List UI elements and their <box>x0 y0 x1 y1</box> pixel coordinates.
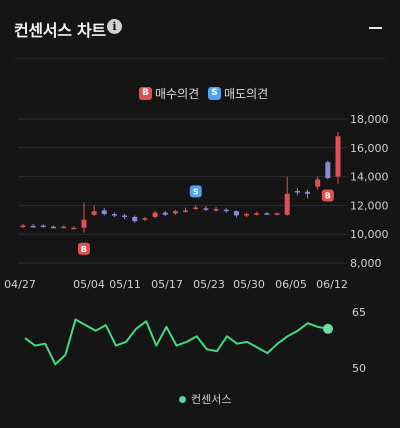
legend-buy: B 매수의견 <box>139 85 199 102</box>
sell-badge-icon: S <box>208 87 221 100</box>
consensus-line <box>24 318 329 366</box>
legend-sell-label: 매도의견 <box>224 87 269 101</box>
candle <box>325 162 331 179</box>
candle <box>20 225 26 228</box>
date-tick-label: 05/11 <box>109 278 141 291</box>
candle <box>305 191 311 194</box>
date-tick-label: 05/30 <box>233 278 265 291</box>
candle <box>122 215 128 217</box>
legend-buy-label: 매수의견 <box>155 87 200 101</box>
page-title: 컨센서스 차트 <box>14 21 106 40</box>
candle <box>284 193 290 215</box>
info-icon[interactable]: i <box>107 19 122 34</box>
consensus-tick-label: 50 <box>352 362 366 375</box>
buy-marker-icon: B <box>321 189 334 202</box>
consensus-dot-icon <box>179 395 186 403</box>
sell-marker-label: S <box>193 187 199 196</box>
sell-marker-box <box>189 185 202 198</box>
header-divider <box>14 58 386 59</box>
header: 컨센서스 차트 i <box>0 0 400 56</box>
candle <box>152 212 158 217</box>
consensus-last-point <box>323 323 333 334</box>
consensus-legend-label: 컨센서스 <box>191 393 232 406</box>
price-tick-label: 16,000 <box>350 142 389 155</box>
candle <box>71 227 77 230</box>
candle <box>142 218 148 220</box>
candle <box>61 226 67 229</box>
date-tick-label: 05/23 <box>193 278 225 291</box>
buy-marker-box <box>77 242 90 255</box>
date-tick-label: 04/27 <box>4 278 36 291</box>
consensus-legend: 컨센서스 <box>179 391 231 407</box>
candle <box>213 209 219 211</box>
buy-marker-label: B <box>81 245 87 254</box>
candle <box>30 225 36 228</box>
candle <box>132 216 138 222</box>
candle <box>335 136 341 177</box>
candle <box>40 225 46 228</box>
candle <box>193 207 199 210</box>
candle <box>203 208 209 210</box>
candle <box>244 214 250 216</box>
date-tick-label: 05/17 <box>151 278 183 291</box>
candle <box>101 210 107 215</box>
candle <box>111 214 117 216</box>
price-tick-label: 8,000 <box>350 257 382 270</box>
candle <box>91 211 97 215</box>
price-tick-label: 12,000 <box>350 199 389 212</box>
date-tick-label: 06/05 <box>275 278 307 291</box>
date-tick-label: 06/12 <box>316 278 348 291</box>
candle <box>50 226 56 229</box>
candle <box>162 212 168 215</box>
buy-marker-box <box>321 189 334 202</box>
candle <box>264 213 270 215</box>
candle <box>233 211 239 216</box>
candle <box>294 191 300 193</box>
price-tick-label: 18,000 <box>350 113 389 126</box>
candle <box>315 179 321 187</box>
sell-marker-icon: S <box>189 185 202 198</box>
price-tick-label: 10,000 <box>350 228 389 241</box>
candle <box>81 219 87 228</box>
buy-badge-icon: B <box>139 87 152 100</box>
candle <box>172 211 178 214</box>
candle <box>254 213 260 215</box>
date-tick-label: 05/04 <box>73 278 105 291</box>
price-tick-label: 14,000 <box>350 171 389 184</box>
legend-sell: S 매도의견 <box>208 85 268 102</box>
candle <box>223 209 229 212</box>
candle <box>183 210 189 212</box>
buy-marker-icon: B <box>77 242 90 255</box>
consensus-tick-label: 65 <box>352 306 366 319</box>
collapse-button[interactable] <box>369 27 382 29</box>
candle <box>274 213 280 215</box>
buy-marker-label: B <box>325 191 331 200</box>
